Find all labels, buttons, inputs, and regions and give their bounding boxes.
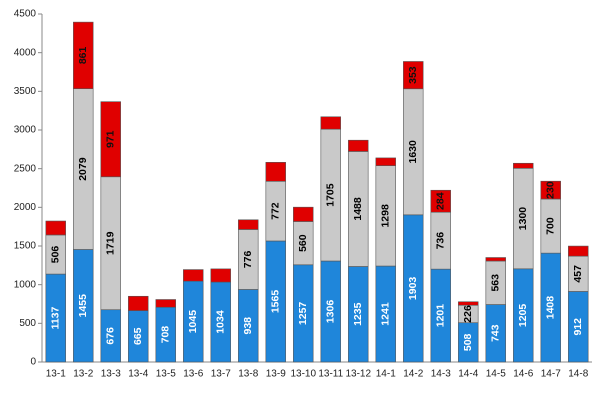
x-tick-label: 14-3 <box>431 369 451 380</box>
value-label: 1408 <box>545 296 557 320</box>
value-label: 1298 <box>380 204 392 228</box>
x-tick-label: 13-10 <box>290 369 316 380</box>
bar-segment <box>293 206 314 222</box>
value-label: 1137 <box>50 306 62 329</box>
value-label: 1630 <box>407 140 419 164</box>
value-label: 1201 <box>435 304 447 328</box>
value-label: 861 <box>77 46 89 64</box>
value-label: 563 <box>490 274 502 292</box>
y-tick-label: 1000 <box>14 279 37 290</box>
value-label: 226 <box>462 305 474 323</box>
value-label: 912 <box>572 318 584 336</box>
value-label: 1300 <box>517 207 529 231</box>
value-label: 1205 <box>517 304 529 328</box>
bar-segment <box>375 157 396 166</box>
value-label: 284 <box>435 192 447 210</box>
bar-segment <box>513 162 534 169</box>
x-tick-label: 13-1 <box>46 369 66 380</box>
y-tick-label: 3500 <box>14 86 37 97</box>
y-tick-label: 0 <box>30 357 36 368</box>
bar-segment <box>485 257 506 262</box>
y-tick-label: 2500 <box>14 163 37 174</box>
bar-segment <box>403 61 424 90</box>
bar-segment <box>568 245 589 257</box>
bar-segment <box>458 301 479 306</box>
bar-segment <box>540 180 561 200</box>
value-label: 1565 <box>270 290 282 314</box>
x-tick-label: 13-11 <box>318 369 343 380</box>
value-label: 1045 <box>187 310 199 334</box>
value-label: 506 <box>50 246 62 264</box>
value-label: 776 <box>242 251 254 269</box>
value-label: 676 <box>105 327 117 345</box>
value-label: 700 <box>545 217 557 235</box>
x-tick-label: 14-7 <box>541 369 561 380</box>
value-label: 1488 <box>352 197 364 221</box>
value-label: 772 <box>270 202 282 220</box>
x-tick-label: 13-8 <box>238 369 258 380</box>
y-tick-label: 1500 <box>14 241 37 252</box>
y-tick-label: 500 <box>19 318 36 329</box>
bar-segment <box>183 269 204 282</box>
value-label: 560 <box>297 234 309 252</box>
value-label: 665 <box>132 327 144 345</box>
y-tick-label: 4000 <box>14 47 37 58</box>
bar-segment <box>155 299 176 308</box>
x-tick-label: 14-2 <box>403 369 423 380</box>
x-tick-label: 14-4 <box>458 369 478 380</box>
value-label: 1455 <box>77 294 89 318</box>
bar-segment <box>210 268 231 283</box>
bar-segment <box>100 101 121 178</box>
x-tick-label: 13-12 <box>345 369 371 380</box>
bar-segment <box>348 139 369 152</box>
value-label: 457 <box>572 265 584 283</box>
x-tick-label: 14-8 <box>568 369 588 380</box>
bar-segment <box>73 21 94 90</box>
y-tick-label: 2000 <box>14 202 37 213</box>
x-tick-label: 13-7 <box>211 369 231 380</box>
value-label: 230 <box>545 181 557 199</box>
value-label: 1241 <box>380 302 392 326</box>
value-label: 743 <box>490 324 502 342</box>
x-tick-label: 13-6 <box>183 369 203 380</box>
bar-segment <box>128 295 149 311</box>
x-tick-label: 13-2 <box>73 369 93 380</box>
value-label: 1903 <box>407 277 419 301</box>
value-label: 736 <box>435 232 447 250</box>
y-tick-label: 4500 <box>14 9 37 20</box>
value-label: 971 <box>105 130 117 148</box>
bar-segment <box>265 162 286 182</box>
x-tick-label: 13-3 <box>101 369 121 380</box>
x-tick-label: 14-6 <box>513 369 533 380</box>
value-label: 2079 <box>77 157 89 181</box>
value-label: 938 <box>242 317 254 335</box>
bar-segment <box>430 189 451 213</box>
bar-segment <box>238 219 259 230</box>
y-tick-label: 3000 <box>14 125 37 136</box>
bar-segment <box>320 116 341 130</box>
value-label: 1719 <box>105 231 117 255</box>
value-label: 353 <box>407 66 419 84</box>
x-tick-label: 13-5 <box>156 369 176 380</box>
x-tick-label: 14-1 <box>376 369 396 380</box>
value-label: 708 <box>160 326 172 344</box>
x-tick-label: 14-5 <box>486 369 506 380</box>
value-label: 1306 <box>325 300 337 324</box>
value-label: 1235 <box>352 302 364 326</box>
value-label: 508 <box>462 333 474 351</box>
value-label: 1257 <box>297 302 309 326</box>
bar-segment <box>45 220 66 236</box>
value-label: 1705 <box>325 183 337 207</box>
value-label: 1034 <box>215 310 227 334</box>
x-tick-label: 13-4 <box>128 369 148 380</box>
x-tick-label: 13-9 <box>266 369 286 380</box>
